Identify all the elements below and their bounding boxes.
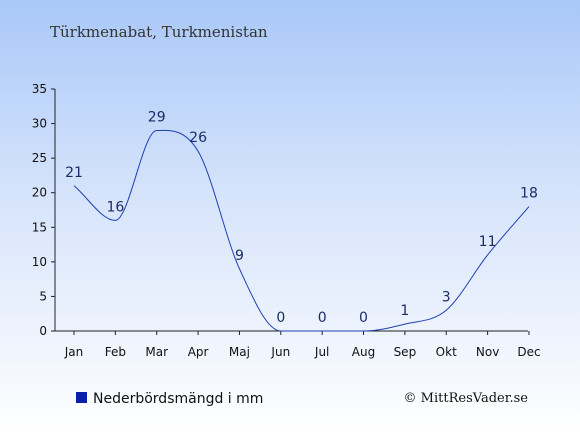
x-tick-label: Maj [229, 345, 250, 359]
y-tick-label: 5 [39, 289, 47, 303]
data-label: 0 [276, 310, 285, 326]
axes [54, 89, 528, 332]
y-tick-label: 30 [32, 117, 47, 131]
x-tick-label: Jul [314, 345, 329, 359]
y-tick-label: 15 [32, 220, 47, 234]
data-label: 29 [148, 109, 166, 125]
x-tick-label: Jan [64, 345, 84, 359]
y-tick-label: 20 [32, 186, 47, 200]
data-label: 26 [189, 130, 207, 146]
data-label: 18 [520, 186, 538, 202]
x-tick-label: Aug [352, 345, 375, 359]
data-label: 1 [400, 303, 409, 319]
data-labels: 21 16 29 26 9 0 0 0 1 3 11 18 [65, 109, 538, 326]
data-label: 3 [442, 289, 451, 305]
x-tick-label: Dec [517, 345, 540, 359]
chart-title: Türkmenabat, Turkmenistan [50, 23, 268, 41]
y-tick-label: 10 [32, 255, 47, 269]
x-tick-label: Apr [188, 345, 209, 359]
x-tick-label: Okt [436, 345, 457, 359]
series-line [73, 129, 530, 332]
data-label: 16 [106, 199, 124, 215]
legend-marker [76, 392, 87, 403]
y-tick-label: 25 [32, 151, 47, 165]
data-label: 9 [235, 248, 244, 264]
data-label: 11 [479, 234, 497, 250]
copyright-text: © MittResVader.se [404, 391, 529, 406]
data-label: 0 [318, 310, 327, 326]
x-axis-ticks: Jan Feb Mar Apr Maj Jun Jul Aug Sep Okt Nov Dec [64, 331, 541, 359]
y-tick-label: 35 [32, 82, 47, 96]
y-tick-label: 0 [39, 324, 47, 338]
y-axis-ticks: 0 5 10 15 20 25 30 35 [32, 82, 55, 338]
data-label: 21 [65, 165, 83, 181]
x-tick-label: Mar [145, 345, 168, 359]
x-tick-label: Sep [394, 345, 417, 359]
legend[interactable]: Nederbördsmängd i mm [76, 391, 263, 407]
data-label: 0 [359, 310, 368, 326]
x-tick-label: Nov [476, 345, 499, 359]
legend-label: Nederbördsmängd i mm [93, 391, 263, 407]
x-tick-label: Feb [105, 345, 126, 359]
x-tick-label: Jun [270, 345, 290, 359]
